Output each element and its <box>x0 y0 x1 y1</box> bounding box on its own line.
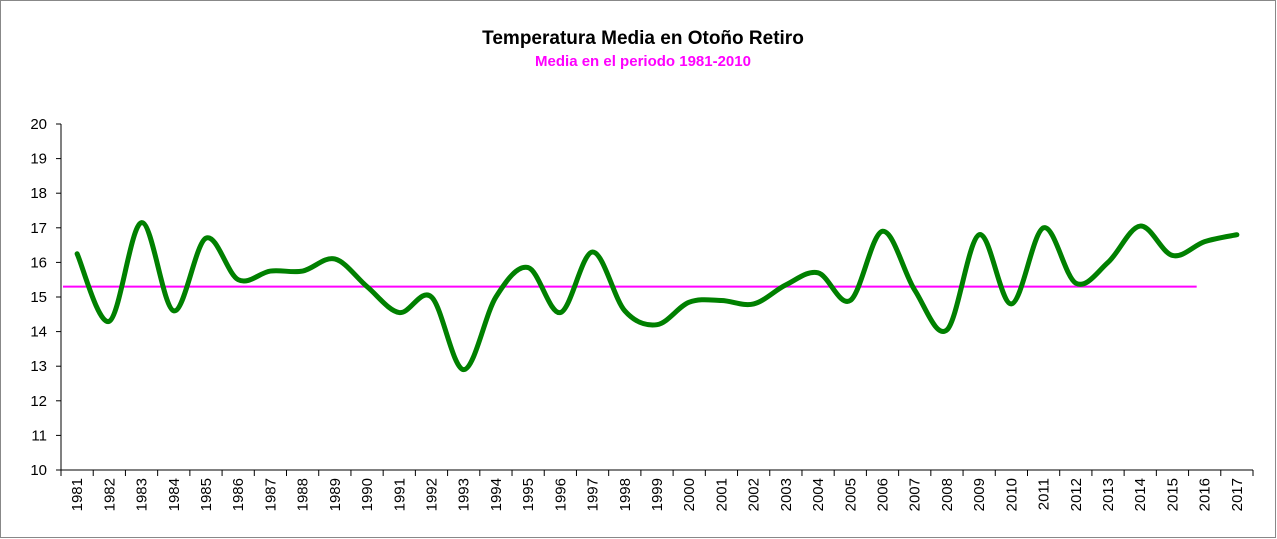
x-tick-label: 1982 <box>101 478 118 511</box>
data-line <box>74 220 1240 373</box>
x-tick-label: 1998 <box>617 478 634 511</box>
y-tick-label: 18 <box>30 185 47 202</box>
x-tick-label: 2001 <box>713 478 730 511</box>
y-tick-label: 20 <box>30 116 47 133</box>
x-tick-label: 1988 <box>295 478 312 511</box>
x-tick-label: 1984 <box>166 478 183 511</box>
x-tick-label: 1994 <box>488 478 505 511</box>
y-tick-label: 10 <box>30 462 47 479</box>
y-tick-label: 15 <box>30 289 47 306</box>
x-tick-label: 2002 <box>746 478 763 511</box>
x-tick-label: 1985 <box>198 478 215 511</box>
y-tick-label: 12 <box>30 393 47 410</box>
x-tick-label: 1995 <box>520 478 537 511</box>
y-tick-label: 19 <box>30 151 47 168</box>
x-tick-label: 2003 <box>778 478 795 511</box>
x-tick-label: 1990 <box>359 478 376 511</box>
x-tick-label: 2006 <box>875 478 892 511</box>
x-tick-label: 1987 <box>262 478 279 511</box>
y-tick-label: 14 <box>30 324 47 341</box>
x-tick-label: 1991 <box>391 478 408 511</box>
x-tick-label: 2008 <box>939 478 956 511</box>
x-tick-label: 2009 <box>971 478 988 511</box>
y-tick-label: 17 <box>30 220 47 237</box>
x-tick-label: 1992 <box>423 478 440 511</box>
x-tick-label: 1989 <box>327 478 344 511</box>
x-tick-label: 2015 <box>1164 478 1181 511</box>
x-tick-label: 2011 <box>1036 478 1053 510</box>
x-tick-label: 2005 <box>842 478 859 511</box>
x-tick-label: 2004 <box>810 478 827 511</box>
x-tick-label: 1981 <box>69 478 86 511</box>
x-tick-label: 2014 <box>1132 478 1149 511</box>
x-tick-label: 1999 <box>649 478 666 511</box>
x-tick-label: 1986 <box>230 478 247 511</box>
x-tick-label: 2012 <box>1068 478 1085 511</box>
x-tick-label: 2010 <box>1003 478 1020 511</box>
x-tick-label: 2013 <box>1100 478 1117 511</box>
x-tick-label: 2016 <box>1197 478 1214 511</box>
chart-subtitle: Media en el periodo 1981-2010 <box>535 53 751 70</box>
x-tick-label: 1983 <box>134 478 151 511</box>
x-tick-label: 1996 <box>552 478 569 511</box>
x-tick-label: 2007 <box>907 478 924 511</box>
y-tick-label: 11 <box>31 427 47 444</box>
x-tick-label: 1993 <box>456 478 473 511</box>
x-tick-label: 2017 <box>1229 478 1246 511</box>
x-tick-label: 2000 <box>681 478 698 511</box>
x-tick-label: 1997 <box>585 478 602 511</box>
y-tick-label: 16 <box>30 254 47 271</box>
chart-title: Temperatura Media en Otoño Retiro <box>482 28 804 49</box>
y-tick-label: 13 <box>30 358 47 375</box>
